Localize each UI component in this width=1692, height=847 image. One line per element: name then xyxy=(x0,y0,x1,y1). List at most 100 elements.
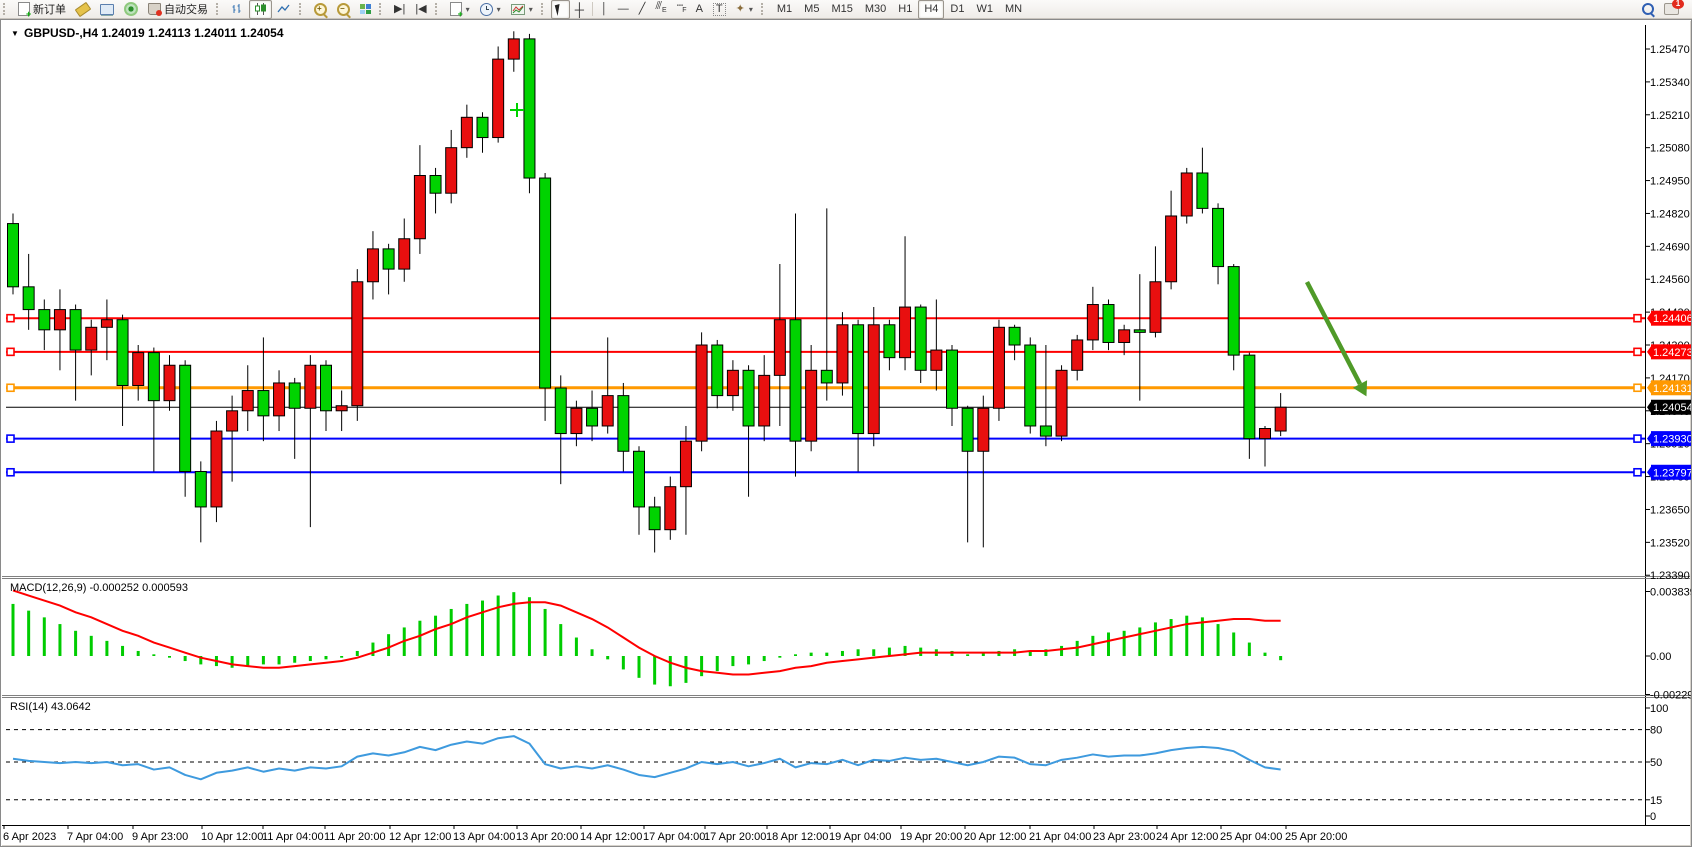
candle-body[interactable] xyxy=(930,349,943,371)
trend-arrow-shaft[interactable] xyxy=(1305,280,1362,386)
search-button[interactable] xyxy=(1637,0,1659,19)
timeframe-button-h4[interactable]: H4 xyxy=(918,0,945,19)
candle-body[interactable] xyxy=(648,506,661,531)
candle-body[interactable] xyxy=(1227,266,1240,356)
candle-body[interactable] xyxy=(163,364,176,402)
candle-body[interactable] xyxy=(695,344,708,442)
candle-body[interactable] xyxy=(1008,326,1021,346)
candle-body[interactable] xyxy=(961,407,974,452)
cursor-tool-button[interactable] xyxy=(550,0,570,19)
chart-canvas[interactable]: 1.25470 1.25340 1.25210 1.25080 1.24950 1.248… xyxy=(1,20,1691,846)
candle-body[interactable] xyxy=(476,116,489,139)
candle-body[interactable] xyxy=(429,175,442,194)
candle-body[interactable] xyxy=(507,38,520,60)
candle-body[interactable] xyxy=(946,349,958,409)
candle-body[interactable] xyxy=(554,387,567,435)
candle-body[interactable] xyxy=(601,395,614,427)
candle-body[interactable] xyxy=(320,364,332,412)
zoom-in-button[interactable]: + xyxy=(309,0,332,19)
candle-body[interactable] xyxy=(445,147,458,194)
candle-body[interactable] xyxy=(1118,329,1131,343)
candle-body[interactable] xyxy=(179,364,192,473)
symbol-dropdown-icon[interactable]: ▼ xyxy=(11,29,19,38)
chart-shift-button[interactable]: |◀ xyxy=(410,0,431,19)
timeframe-button-m15[interactable]: M15 xyxy=(831,3,853,15)
candle-body[interactable] xyxy=(288,382,301,409)
candlestick-chart-button[interactable] xyxy=(249,0,272,19)
candle-body[interactable] xyxy=(617,395,630,452)
candle-body[interactable] xyxy=(53,309,66,331)
signals-button[interactable] xyxy=(119,0,143,19)
candle-body[interactable] xyxy=(633,450,645,508)
hline-handle[interactable] xyxy=(6,383,15,393)
new-order-button[interactable]: + 新订单 xyxy=(13,0,71,19)
candle-body[interactable] xyxy=(1196,172,1209,209)
toolbar-grip[interactable] xyxy=(760,3,768,15)
hline-handle[interactable] xyxy=(6,467,15,477)
candle-body[interactable] xyxy=(273,382,286,417)
toolbar-grip[interactable] xyxy=(299,3,306,15)
candle-body[interactable] xyxy=(1039,425,1052,437)
candle-body[interactable] xyxy=(773,319,786,376)
periods-button[interactable]: ▾ xyxy=(475,0,506,19)
candle-body[interactable] xyxy=(69,309,82,351)
timeframe-button-m5[interactable]: M5 xyxy=(804,3,820,15)
candle-body[interactable] xyxy=(914,306,927,371)
candle-body[interactable] xyxy=(492,58,505,139)
candle-body[interactable] xyxy=(586,407,599,427)
candle-body[interactable] xyxy=(758,374,771,427)
candle-body[interactable] xyxy=(1086,304,1099,341)
crosshair-tool-button[interactable]: ┼ xyxy=(570,0,589,19)
trend-arrow-head[interactable] xyxy=(1352,380,1368,397)
plus-marker[interactable] xyxy=(510,103,524,117)
arrows-tool-button[interactable]: ✦ ▾ xyxy=(731,0,758,19)
candle-body[interactable] xyxy=(726,369,739,397)
candle-body[interactable] xyxy=(977,407,990,452)
timeframe-button-mn[interactable]: MN xyxy=(1004,3,1023,15)
candle-body[interactable] xyxy=(992,326,1005,409)
candle-body[interactable] xyxy=(805,369,818,442)
candle-body[interactable] xyxy=(351,281,364,407)
timeframe-button-d1[interactable]: D1 xyxy=(950,3,965,15)
candle-body[interactable] xyxy=(210,430,223,508)
toolbar-grip[interactable] xyxy=(540,3,548,15)
candle-body[interactable] xyxy=(38,309,51,331)
candle-body[interactable] xyxy=(742,369,755,427)
indicators-button[interactable]: + ▾ xyxy=(445,0,475,19)
candle-body[interactable] xyxy=(1071,339,1084,371)
candle-body[interactable] xyxy=(7,223,19,288)
candle-body[interactable] xyxy=(852,324,865,435)
hline-handle[interactable] xyxy=(1633,434,1642,443)
hline-handle[interactable] xyxy=(6,313,15,323)
candle-body[interactable] xyxy=(226,410,239,432)
horizontal-line-tool-button[interactable]: — xyxy=(613,0,634,19)
candle-body[interactable] xyxy=(257,390,270,417)
line-chart-button[interactable] xyxy=(272,0,296,19)
candle-body[interactable] xyxy=(820,369,833,384)
candle-body[interactable] xyxy=(132,352,145,386)
candle-body[interactable] xyxy=(1180,172,1193,217)
market-watch-button[interactable] xyxy=(95,0,119,19)
candle-body[interactable] xyxy=(883,324,896,359)
candle-body[interactable] xyxy=(1024,344,1037,427)
toolbar-grip[interactable] xyxy=(216,3,223,15)
candle-body[interactable] xyxy=(460,116,473,149)
candle-body[interactable] xyxy=(382,248,395,270)
candle-body[interactable] xyxy=(679,440,692,488)
candle-body[interactable] xyxy=(836,324,849,384)
candle-body[interactable] xyxy=(899,306,912,359)
candle-body[interactable] xyxy=(867,324,880,435)
channel-tool-button[interactable]: ⫻E xyxy=(650,0,671,19)
candle-body[interactable] xyxy=(1212,207,1225,268)
candle-body[interactable] xyxy=(194,471,207,508)
candle-body[interactable] xyxy=(304,364,317,409)
candle-body[interactable] xyxy=(789,319,802,442)
hline-handle[interactable] xyxy=(1633,347,1642,357)
vertical-line-tool-button[interactable]: │ xyxy=(596,0,613,19)
hline-handle[interactable] xyxy=(1633,467,1642,477)
candle-body[interactable] xyxy=(1102,304,1115,343)
candle-body[interactable] xyxy=(85,326,98,351)
candle-body[interactable] xyxy=(664,486,677,531)
templates-button[interactable]: ▾ xyxy=(506,0,538,19)
candle-body[interactable] xyxy=(1259,428,1271,440)
